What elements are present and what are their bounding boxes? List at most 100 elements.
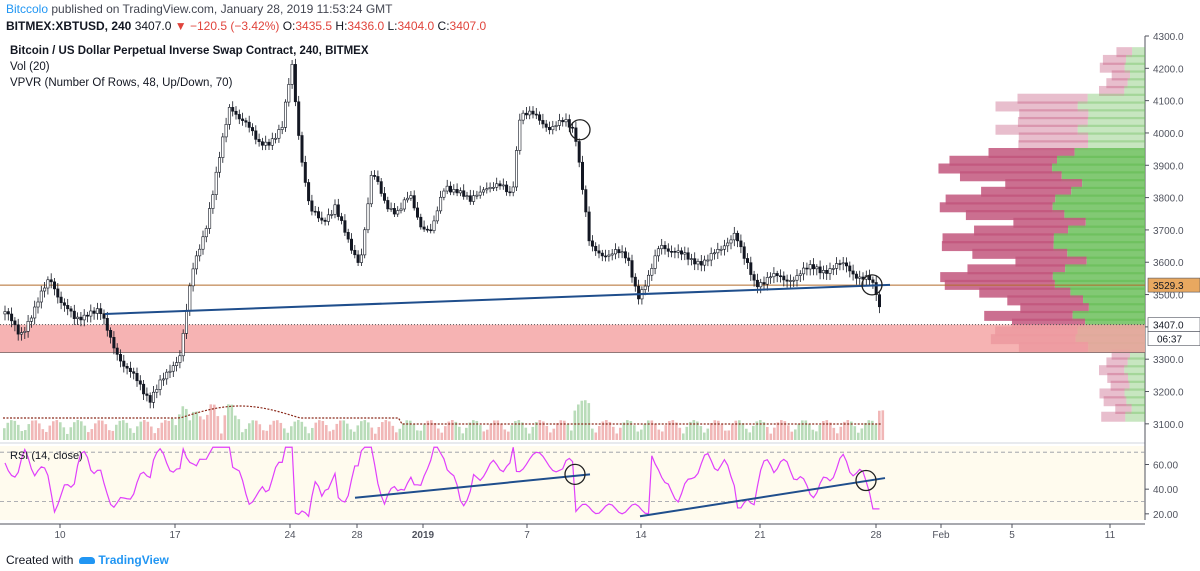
volume-bar [220,433,223,440]
candle-body [524,112,528,116]
candle-body [429,229,433,232]
candle-body [597,250,601,254]
volume-bar [503,429,507,440]
candle-body [739,240,743,248]
candle-body [544,123,548,128]
volume-bar [192,411,195,440]
candle-body [353,249,357,256]
last-price-badge: 3407.0 [1153,321,1184,332]
candle-body [620,251,624,254]
candle-body [409,195,413,199]
volume-bar [122,420,125,440]
publisher-username[interactable]: Bitccolo [6,2,49,16]
volume-bar [780,420,783,440]
volume-bar [227,404,230,440]
volume-bar [811,429,815,440]
price-tick-label: 3700.0 [1153,226,1184,237]
candle-body [871,279,875,283]
candle-body [485,188,489,191]
level-price-badge: 3529.3 [1153,281,1184,292]
volume-bar [731,424,734,440]
vpvr-bar-up [1077,101,1145,112]
candles [3,58,881,409]
volume-bar [552,428,556,440]
vpvr-bar-down [1017,116,1088,127]
candle-body [798,273,802,276]
tradingview-logo[interactable]: TradingView [79,553,169,567]
candle-body [211,194,215,209]
volume-bar [776,422,780,440]
volume-bar [864,422,867,440]
volume-bar [671,420,675,440]
candle-body [76,316,80,319]
volume-bar [801,420,804,440]
volume-bar [237,419,241,440]
candle-body [227,107,231,125]
candle-body [547,127,551,131]
candle-body [435,210,439,222]
volume-bar [507,431,510,440]
candle-body [561,120,565,123]
volume-bar [398,428,402,440]
vpvr-bar-up [1130,70,1145,81]
volume-bar [164,420,167,440]
volume-bar [804,420,808,440]
vpvr-bar-up [1052,272,1145,283]
volume-bar [601,421,605,440]
candle-body [152,391,156,403]
candle-body [148,395,152,403]
vpvr-bar-up [1068,225,1145,236]
candle-body [422,226,426,230]
volume-bar [703,432,706,440]
candle-body [66,305,70,310]
candle-body [122,360,126,367]
candle-body [580,161,584,190]
volume-bar [857,432,860,440]
volume-bar [115,424,118,440]
candle-body [841,262,845,265]
volume-bar [360,421,363,440]
rsi-trendline-2 [639,477,886,518]
candle-body [386,200,390,210]
candle-body [877,294,881,308]
vpvr-bar-up [1057,155,1145,166]
volume-bar [668,421,671,440]
volume-bar [97,420,101,440]
vpvr-bar-down [1099,365,1125,376]
volume-bar [867,420,871,440]
candle-body [805,267,809,270]
volume-bar [353,431,356,440]
price-tick-label: 4300.0 [1153,32,1184,43]
candle-body [135,373,139,382]
candle-body [234,110,238,115]
candle-body [607,254,611,257]
volume-bar [290,426,293,440]
vpvr-bar-down [945,194,1056,205]
candle-body [333,204,337,215]
candle-body [854,273,858,279]
time-tick-label: 10 [54,530,66,541]
volume-bar [167,420,171,440]
vpvr-bar-down [1106,357,1128,368]
candle-body [505,184,509,193]
footer: Created with TradingView [6,553,169,567]
time-tick-label: 21 [754,530,766,541]
candle-body [260,141,264,146]
candle-body [818,266,822,274]
volume-bar [195,411,199,440]
candle-body [508,191,512,194]
volume-bar [269,424,272,440]
last-price: 3407.0 [134,19,172,33]
candle-body [495,183,499,188]
candle-body [145,393,149,396]
volume-bar [45,431,48,440]
candle-body [699,261,703,266]
candle-body [356,254,360,263]
candle-body [468,195,472,202]
vpvr-bar-up [1055,194,1145,205]
volume-bar [640,429,643,440]
volume-bar [717,420,720,440]
vpvr-bar-up [1125,411,1145,422]
vpvr-bar-up [1128,372,1145,383]
